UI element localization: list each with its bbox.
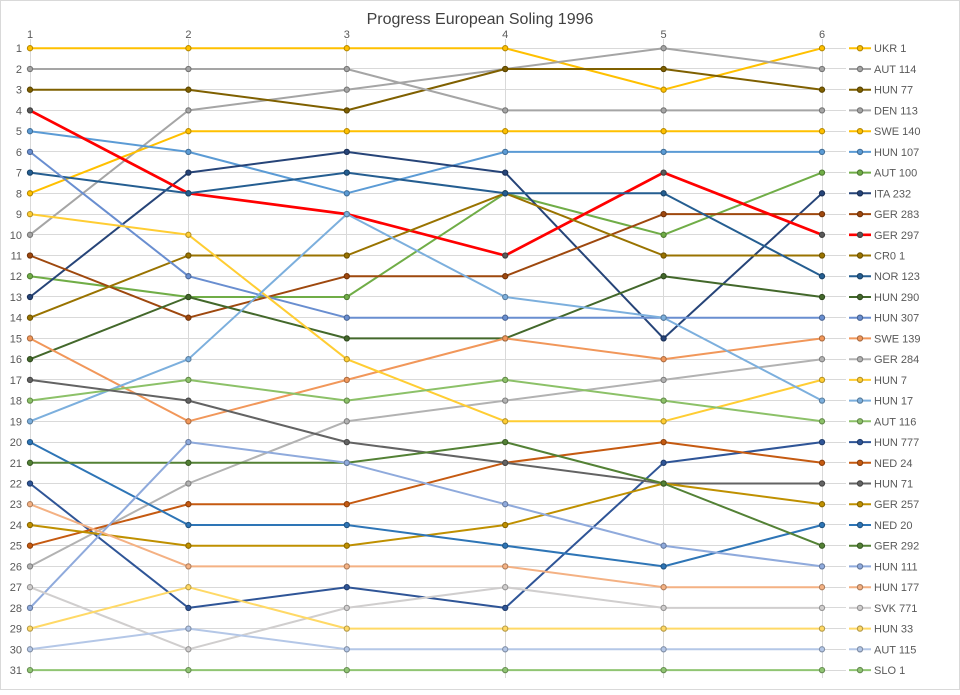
svg-text:5: 5 [16,126,22,138]
svg-text:SWE 140: SWE 140 [874,126,920,138]
svg-text:18: 18 [10,396,22,408]
svg-text:CR0 1: CR0 1 [874,251,905,263]
svg-text:HUN 307: HUN 307 [874,313,919,325]
svg-text:23: 23 [10,499,22,511]
svg-text:11: 11 [11,251,22,263]
svg-text:HUN 290: HUN 290 [874,292,919,304]
svg-text:GER 292: GER 292 [874,541,919,553]
svg-text:14: 14 [10,313,22,325]
svg-text:4: 4 [16,105,22,117]
svg-text:NED 20: NED 20 [874,520,913,532]
svg-text:HUN 17: HUN 17 [874,396,913,408]
svg-text:3: 3 [16,85,22,97]
svg-text:GER 257: GER 257 [874,499,919,511]
svg-text:HUN 77: HUN 77 [874,85,913,97]
svg-text:1: 1 [27,29,33,41]
svg-text:21: 21 [10,458,22,470]
svg-text:7: 7 [16,168,22,180]
svg-text:6: 6 [16,147,22,159]
svg-text:19: 19 [10,416,22,428]
svg-text:SLO 1: SLO 1 [874,665,905,677]
svg-text:15: 15 [10,333,22,345]
svg-text:AUT 100: AUT 100 [874,168,917,180]
svg-text:22: 22 [10,479,22,491]
svg-text:HUN 107: HUN 107 [874,147,919,159]
svg-text:4: 4 [502,29,508,41]
svg-text:SWE 139: SWE 139 [874,333,920,345]
svg-text:Progress European Soling 1996: Progress European Soling 1996 [367,11,594,28]
svg-text:NED 24: NED 24 [874,458,913,470]
svg-text:2: 2 [16,64,22,76]
svg-text:10: 10 [10,230,22,242]
svg-text:27: 27 [10,582,22,594]
svg-text:GER 284: GER 284 [874,354,919,366]
svg-text:AUT 116: AUT 116 [874,416,916,428]
svg-text:2: 2 [185,29,191,41]
svg-text:HUN 71: HUN 71 [874,479,913,491]
svg-text:1: 1 [16,43,22,55]
svg-text:3: 3 [344,29,350,41]
svg-text:12: 12 [10,271,22,283]
svg-text:24: 24 [10,520,22,532]
svg-text:25: 25 [10,541,22,553]
svg-text:GER 283: GER 283 [874,209,919,221]
svg-text:28: 28 [10,603,22,615]
svg-text:GER 297: GER 297 [874,230,919,242]
svg-text:SVK 771: SVK 771 [874,603,917,615]
svg-text:8: 8 [16,188,22,200]
svg-text:AUT 115: AUT 115 [874,644,916,656]
svg-text:HUN 111: HUN 111 [874,561,918,573]
svg-text:13: 13 [10,292,22,304]
svg-text:16: 16 [10,354,22,366]
svg-text:HUN 177: HUN 177 [874,582,919,594]
svg-text:9: 9 [16,209,22,221]
svg-text:UKR 1: UKR 1 [874,43,906,55]
svg-text:AUT 114: AUT 114 [874,64,916,76]
svg-text:NOR 123: NOR 123 [874,271,920,283]
svg-text:26: 26 [10,561,22,573]
svg-text:5: 5 [661,29,667,41]
svg-text:17: 17 [10,375,22,387]
svg-text:6: 6 [819,29,825,41]
svg-text:DEN 113: DEN 113 [874,105,918,117]
svg-text:31: 31 [10,665,22,677]
svg-text:29: 29 [10,624,22,636]
svg-text:HUN 777: HUN 777 [874,437,919,449]
svg-text:20: 20 [10,437,22,449]
svg-text:HUN 33: HUN 33 [874,624,913,636]
svg-text:30: 30 [10,644,22,656]
svg-text:HUN 7: HUN 7 [874,375,907,387]
svg-text:ITA 232: ITA 232 [874,188,911,200]
